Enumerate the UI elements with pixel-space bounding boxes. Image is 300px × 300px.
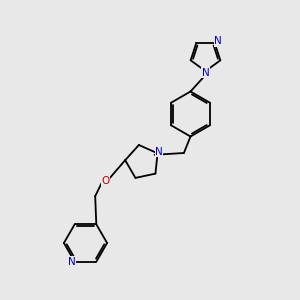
Text: N: N — [214, 36, 222, 46]
Text: N: N — [68, 257, 76, 267]
Text: N: N — [202, 68, 209, 78]
Text: N: N — [155, 147, 163, 157]
Text: O: O — [102, 176, 110, 186]
